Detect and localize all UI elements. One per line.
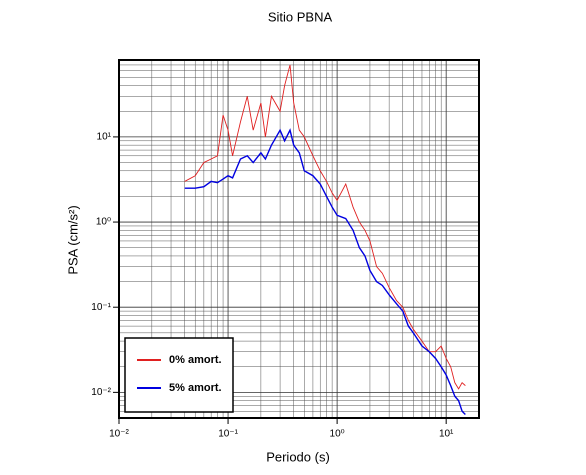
legend-label: 5% amort. bbox=[169, 382, 222, 394]
legend-label: 0% amort. bbox=[169, 354, 222, 366]
x-tick-label: 10⁻¹ bbox=[218, 429, 238, 440]
x-tick-label: 10⁻² bbox=[109, 429, 129, 440]
x-tick-label: 10¹ bbox=[439, 429, 454, 440]
x-axis-label: Periodo (s) bbox=[266, 449, 330, 464]
chart-title: Sitio PBNA bbox=[268, 9, 333, 24]
y-tick-label: 10⁻² bbox=[91, 387, 111, 398]
y-axis-label: PSA (cm/s²) bbox=[65, 205, 80, 274]
series-line bbox=[184, 64, 466, 390]
plot-frame bbox=[118, 59, 480, 419]
y-tick-label: 10⁰ bbox=[96, 217, 111, 228]
x-tick-label: 10⁰ bbox=[330, 429, 345, 440]
y-tick-label: 10⁻¹ bbox=[91, 302, 111, 313]
series-line bbox=[184, 128, 466, 415]
y-tick-label: 10¹ bbox=[97, 132, 112, 143]
legend-box bbox=[124, 337, 234, 413]
